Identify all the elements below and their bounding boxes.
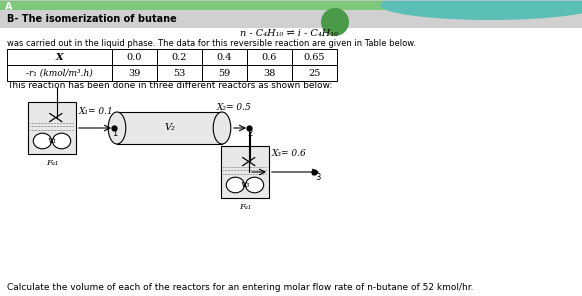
Text: 59: 59 — [218, 68, 230, 78]
FancyBboxPatch shape — [28, 102, 76, 154]
Text: 1: 1 — [112, 129, 118, 138]
FancyBboxPatch shape — [112, 49, 157, 65]
Text: was carried out in the liquid phase. The data for this reversible reaction are g: was carried out in the liquid phase. The… — [7, 38, 416, 47]
FancyBboxPatch shape — [202, 49, 247, 65]
Text: 2: 2 — [247, 129, 253, 138]
Text: This reaction has been done in three different reactors as shown below:: This reaction has been done in three dif… — [7, 81, 332, 89]
FancyBboxPatch shape — [157, 49, 202, 65]
Text: n - C₄H₁₀ ⇌ i - C₄H₁₀: n - C₄H₁₀ ⇌ i - C₄H₁₀ — [240, 28, 338, 38]
Text: 3: 3 — [315, 173, 321, 182]
Text: V₂: V₂ — [164, 123, 175, 133]
Bar — [0, 10, 582, 28]
Circle shape — [321, 8, 349, 36]
Text: 39: 39 — [128, 68, 141, 78]
FancyBboxPatch shape — [292, 49, 337, 65]
Text: X₁= 0.1: X₁= 0.1 — [79, 107, 113, 117]
Text: 0.65: 0.65 — [304, 52, 325, 62]
Text: Fₐ₁: Fₐ₁ — [239, 203, 251, 211]
FancyBboxPatch shape — [7, 49, 112, 65]
Ellipse shape — [213, 112, 231, 144]
Text: 38: 38 — [263, 68, 276, 78]
FancyBboxPatch shape — [221, 146, 269, 198]
Text: 0.2: 0.2 — [172, 52, 187, 62]
Ellipse shape — [33, 133, 52, 149]
Text: 53: 53 — [173, 68, 186, 78]
Text: 0.0: 0.0 — [127, 52, 142, 62]
FancyBboxPatch shape — [157, 65, 202, 81]
Text: -r₁ (kmol/m³.h): -r₁ (kmol/m³.h) — [26, 68, 93, 78]
Bar — [0, 0, 582, 10]
FancyBboxPatch shape — [292, 65, 337, 81]
Ellipse shape — [52, 133, 71, 149]
Ellipse shape — [246, 177, 264, 193]
FancyBboxPatch shape — [117, 112, 222, 144]
FancyBboxPatch shape — [112, 65, 157, 81]
FancyBboxPatch shape — [247, 65, 292, 81]
Ellipse shape — [108, 112, 126, 144]
Text: V₁: V₁ — [47, 137, 56, 145]
Text: X₂= 0.5: X₂= 0.5 — [217, 102, 252, 112]
Ellipse shape — [226, 177, 244, 193]
Text: 0.6: 0.6 — [262, 52, 277, 62]
FancyBboxPatch shape — [7, 65, 112, 81]
Text: B- The isomerization of butane: B- The isomerization of butane — [7, 14, 177, 24]
FancyBboxPatch shape — [247, 49, 292, 65]
Text: A: A — [5, 2, 12, 12]
Text: X: X — [56, 52, 63, 62]
Text: V₃: V₃ — [240, 181, 250, 189]
Text: 25: 25 — [308, 68, 321, 78]
FancyBboxPatch shape — [202, 65, 247, 81]
Text: Fₐ₁: Fₐ₁ — [46, 159, 58, 167]
Text: X₃= 0.6: X₃= 0.6 — [272, 149, 307, 158]
Ellipse shape — [380, 0, 582, 20]
Text: 0.4: 0.4 — [217, 52, 232, 62]
Text: Calculate the volume of each of the reactors for an entering molar flow rate of : Calculate the volume of each of the reac… — [7, 282, 474, 292]
